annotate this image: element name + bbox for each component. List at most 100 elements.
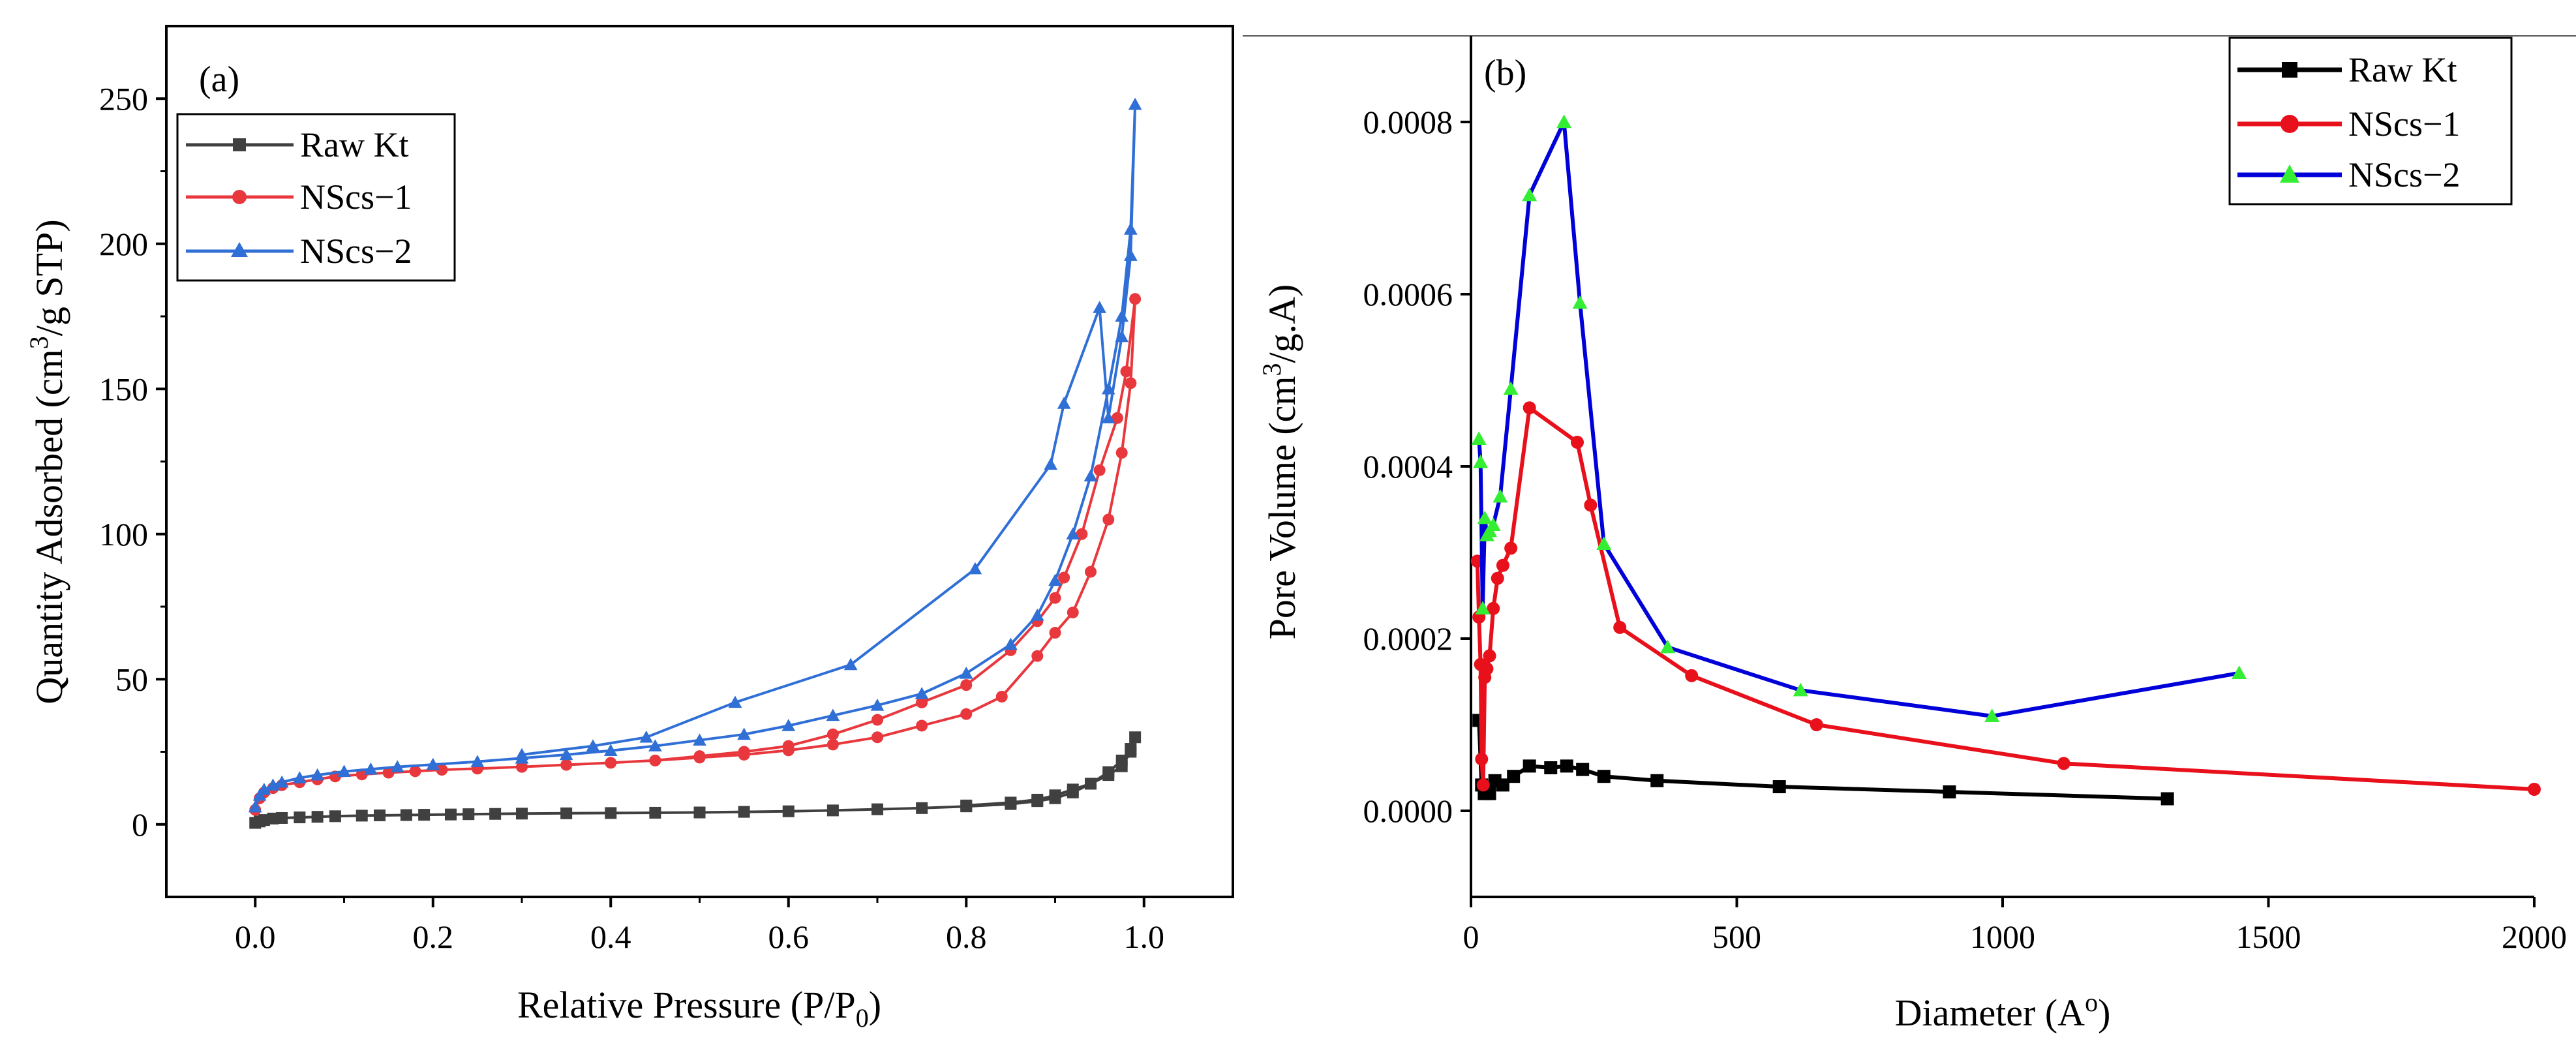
data-point-raw-kt: [738, 806, 750, 818]
y-tick-label: 200: [99, 226, 148, 262]
legend-b-marker-nscs-1: [2281, 115, 2299, 133]
data-point-nscs-1: [1476, 778, 1490, 792]
y-tick-label: 100: [99, 516, 148, 553]
data-point-nscs-1: [605, 757, 617, 769]
data-point-nscs-2: [1471, 431, 1487, 445]
data-point-nscs-2: [1101, 411, 1115, 424]
data-point-raw-kt: [960, 799, 973, 811]
data-point-nscs-2: [648, 739, 662, 751]
data-point-nscs-2: [1004, 637, 1018, 650]
data-point-nscs-2: [1522, 187, 1538, 202]
data-point-raw-kt: [782, 805, 795, 817]
data-point-raw-kt: [258, 814, 270, 826]
data-point-nscs-1: [782, 740, 795, 752]
data-point-nscs-2: [1066, 527, 1080, 540]
data-point-nscs-1: [693, 750, 706, 763]
data-point-nscs-2: [364, 762, 378, 775]
data-point-nscs-2: [1093, 301, 1106, 313]
data-point-raw-kt: [445, 808, 457, 821]
data-point-nscs-2: [1057, 397, 1071, 409]
y-tick-label: 150: [99, 371, 148, 407]
data-point-nscs-1: [1115, 447, 1128, 459]
y-tick-label: 0.0002: [1363, 620, 1453, 657]
panel-a-label: (a): [199, 59, 239, 100]
panel-b-y-axis-title: Pore Volume (cm3/g.A): [1257, 284, 1303, 640]
data-point-nscs-1: [560, 759, 573, 771]
data-point-nscs-1: [1584, 498, 1598, 512]
x-tick-label: 1000: [1970, 918, 2035, 955]
data-point-nscs-2: [1044, 457, 1058, 470]
data-point-raw-kt: [276, 811, 288, 824]
data-point-nscs-1: [871, 731, 883, 744]
series-nscs-1: [1470, 401, 2541, 796]
data-point-nscs-2: [1101, 382, 1115, 395]
data-point-nscs-1: [1049, 592, 1061, 604]
data-point-nscs-2: [639, 730, 654, 743]
data-point-nscs-2: [693, 733, 706, 746]
data-point-nscs-1: [1613, 620, 1627, 634]
data-point-nscs-1: [1685, 669, 1699, 682]
data-point-nscs-2: [1123, 249, 1138, 261]
data-point-nscs-1: [1810, 718, 1823, 731]
data-point-raw-kt: [1597, 770, 1611, 783]
data-point-nscs-2: [390, 760, 404, 772]
data-point-nscs-2: [337, 765, 351, 778]
x-tick-label: 0.6: [768, 918, 810, 955]
data-point-nscs-2: [603, 744, 618, 756]
data-point-nscs-2: [968, 562, 982, 575]
data-point-nscs-2: [1048, 573, 1062, 586]
data-point-nscs-1: [738, 746, 750, 758]
data-point-nscs-2: [1984, 708, 2000, 722]
data-point-raw-kt: [400, 809, 412, 821]
legend-a-marker-nscs-1: [232, 190, 247, 204]
data-point-nscs-2: [781, 719, 796, 731]
legend-b-marker-raw-kt: [2282, 62, 2297, 78]
y-tick-label: 0: [132, 806, 148, 843]
data-point-nscs-2: [559, 748, 573, 761]
panel-a-x-axis-title: Relative Pressure (P/P0): [517, 984, 881, 1033]
data-point-nscs-1: [1049, 627, 1061, 639]
series-line-nscs-2: [1477, 120, 2240, 718]
data-point-nscs-2: [1660, 639, 1676, 654]
data-point-nscs-2: [1493, 489, 1508, 503]
data-point-nscs-2: [1128, 97, 1142, 110]
legend-a-marker-nscs-2: [231, 242, 248, 257]
x-tick-label: 1500: [2236, 918, 2301, 955]
panel-a-y-axis-title: Quantity Adsorbed (cm3/g STP): [24, 219, 70, 704]
data-point-raw-kt: [1085, 778, 1097, 790]
y-tick-label: 0.0006: [1363, 276, 1453, 312]
series-raw-kt: [249, 731, 1142, 829]
data-point-nscs-1: [409, 765, 421, 778]
panel-a-series-group: [248, 97, 1142, 829]
data-point-nscs-1: [1076, 528, 1088, 540]
data-point-raw-kt: [329, 810, 341, 823]
data-point-nscs-1: [1491, 571, 1504, 585]
data-point-nscs-2: [915, 687, 929, 699]
data-point-nscs-2: [1596, 536, 1612, 550]
data-point-raw-kt: [1576, 763, 1590, 776]
data-point-nscs-1: [1067, 606, 1079, 618]
data-point-raw-kt: [1523, 759, 1536, 773]
data-point-nscs-2: [515, 748, 529, 761]
data-point-nscs-2: [426, 757, 440, 770]
data-point-nscs-1: [1120, 365, 1132, 378]
data-point-nscs-2: [248, 800, 262, 813]
x-tick-label: 0: [1463, 918, 1479, 955]
series-line-nscs-2: [254, 103, 1137, 808]
data-point-nscs-1: [1111, 412, 1123, 424]
series-nscs-2: [248, 97, 1142, 813]
data-point-raw-kt: [374, 809, 386, 821]
data-point-raw-kt: [1125, 746, 1137, 758]
data-point-raw-kt: [1067, 783, 1079, 796]
data-point-nscs-2: [959, 667, 973, 679]
data-point-raw-kt: [489, 808, 502, 820]
y-tick-label: 0.0004: [1363, 448, 1453, 485]
data-point-nscs-1: [1571, 436, 1584, 449]
data-point-raw-kt: [418, 809, 431, 821]
data-point-nscs-1: [916, 696, 928, 708]
x-tick-label: 0.8: [946, 918, 987, 955]
data-point-raw-kt: [649, 806, 661, 819]
data-point-raw-kt: [1129, 731, 1142, 744]
data-point-nscs-2: [275, 775, 289, 788]
